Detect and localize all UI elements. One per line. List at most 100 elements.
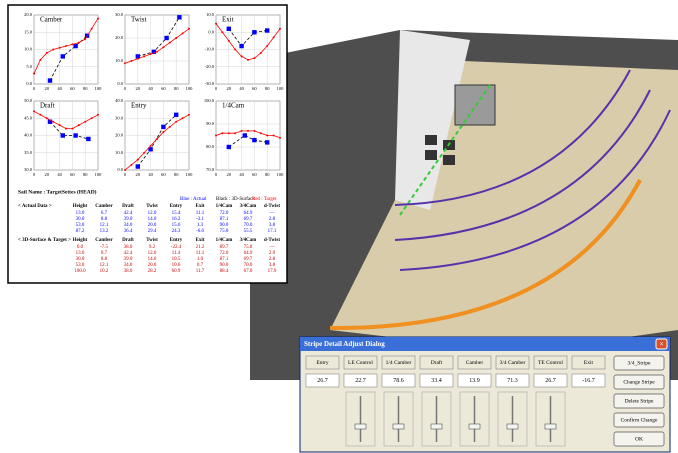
field-value: 13.9: [469, 378, 480, 384]
field-label-box: [533, 355, 568, 370]
field-label-box: [381, 355, 416, 370]
y-tick-label: 5.0: [26, 64, 32, 69]
table-cell: 72.0: [220, 211, 229, 216]
table-cell: 72.0: [220, 251, 229, 256]
x-tick-label: 0: [215, 172, 218, 177]
y-tick-label: 0.0: [117, 81, 123, 86]
table-cell: 2.0: [269, 251, 276, 256]
table-cell: 69.7: [244, 217, 253, 222]
x-tick-label: 80: [83, 86, 88, 91]
series-line: [137, 17, 180, 57]
data-point: [149, 144, 152, 147]
close-icon: ×: [659, 339, 664, 348]
data-point: [259, 51, 262, 54]
field-value: -16.7: [582, 378, 595, 384]
data-point: [272, 36, 275, 39]
slider-thumb[interactable]: [468, 423, 481, 430]
button[interactable]: [613, 374, 665, 390]
field-value: 33.4: [431, 378, 442, 384]
table-cell: 30.0: [76, 217, 85, 222]
table-cell: 12.0: [148, 251, 157, 256]
table-cell: 24.3: [172, 229, 181, 234]
column-header: Height: [73, 204, 88, 209]
y-tick-label: 10.0: [115, 58, 124, 63]
data-point: [52, 120, 55, 123]
y-tick-label: 100.0: [204, 98, 215, 103]
table-cell: 8.8: [101, 217, 108, 222]
x-tick-label: 100: [186, 86, 194, 91]
data-point: [97, 17, 99, 20]
slider-thumb[interactable]: [354, 423, 367, 430]
data-point: [71, 127, 74, 130]
table-cell: 38.0: [124, 245, 133, 250]
data-point: [181, 117, 184, 120]
data-point: [161, 124, 166, 130]
x-tick-label: 40: [148, 172, 153, 177]
table-cell: 42.4: [124, 211, 133, 216]
table-cell: 20.0: [148, 223, 157, 228]
data-point: [175, 120, 178, 123]
x-tick-label: 0: [124, 86, 127, 91]
table-cell: 34.0: [124, 263, 133, 268]
data-point: [239, 43, 244, 49]
field-value-box: [495, 373, 530, 388]
slider-thumb[interactable]: [392, 423, 405, 430]
data-point: [227, 132, 230, 135]
table-cell: 13.0: [76, 211, 85, 216]
data-point: [226, 26, 231, 31]
y-tick-label: 0.0: [208, 29, 214, 34]
table-cell: 36.4: [124, 229, 133, 234]
data-point: [135, 164, 140, 169]
data-point: [39, 58, 42, 61]
table-cell: 87.1: [220, 217, 229, 222]
data-point: [73, 133, 78, 138]
x-tick-label: 20: [136, 86, 141, 91]
field-label: Entry: [316, 360, 328, 366]
table-cell: 3.8: [269, 223, 276, 228]
field-value-box: [381, 373, 416, 388]
table-cell: 21.2: [196, 245, 205, 250]
x-tick-label: 20: [227, 172, 232, 177]
table-cell: 10.5: [172, 257, 181, 262]
y-tick-label: 30.0: [115, 12, 124, 17]
slider-thumb[interactable]: [506, 423, 519, 430]
charts: 0.0 5.0 10.0 15.0 20.0 0 20 40 60 80 100 Camber 0.0 1…: [24, 12, 284, 177]
table-cell: 15.6: [172, 223, 181, 228]
field-value: 78.6: [393, 378, 404, 384]
button[interactable]: [613, 412, 665, 428]
y-tick-label: 0.0: [117, 167, 123, 172]
field-value: 71.3: [507, 378, 518, 384]
plot-area: [124, 14, 190, 85]
close-button[interactable]: [655, 338, 668, 350]
button[interactable]: [613, 355, 665, 371]
dialog-titlebar: [300, 337, 670, 351]
data-point: [58, 46, 61, 49]
field-label: Exit: [584, 360, 594, 366]
field-label-box: [495, 355, 530, 370]
data-point: [164, 35, 169, 41]
slider-thumb[interactable]: [544, 423, 557, 430]
column-header: Camber: [95, 204, 113, 209]
column-header: Draft: [122, 238, 134, 243]
y-tick-label: 40.0: [115, 98, 124, 103]
table-cell: 30.0: [76, 257, 85, 262]
data-point: [168, 41, 171, 44]
x-tick-label: 100: [277, 86, 285, 91]
table-cell: 8.8: [101, 257, 108, 262]
section-label: < Actual Data >: [18, 204, 52, 209]
column-header: Exit: [196, 238, 205, 243]
field-label: 1/4 Camber: [386, 360, 412, 366]
table-cell: 29.4: [148, 229, 157, 234]
y-tick-label: 20.0: [115, 133, 124, 138]
button[interactable]: [613, 393, 665, 409]
table-cell: 90.0: [220, 263, 229, 268]
table-cell: 70.0: [244, 223, 253, 228]
x-tick-label: 20: [227, 86, 232, 91]
column-header: 3/4Cam: [240, 204, 258, 209]
button[interactable]: [613, 431, 665, 447]
table-cell: 11.4: [172, 251, 181, 256]
data-point: [84, 38, 87, 41]
table-cell: 13.2: [100, 229, 109, 234]
slider-thumb[interactable]: [430, 423, 443, 430]
field-label-box: [571, 355, 606, 370]
